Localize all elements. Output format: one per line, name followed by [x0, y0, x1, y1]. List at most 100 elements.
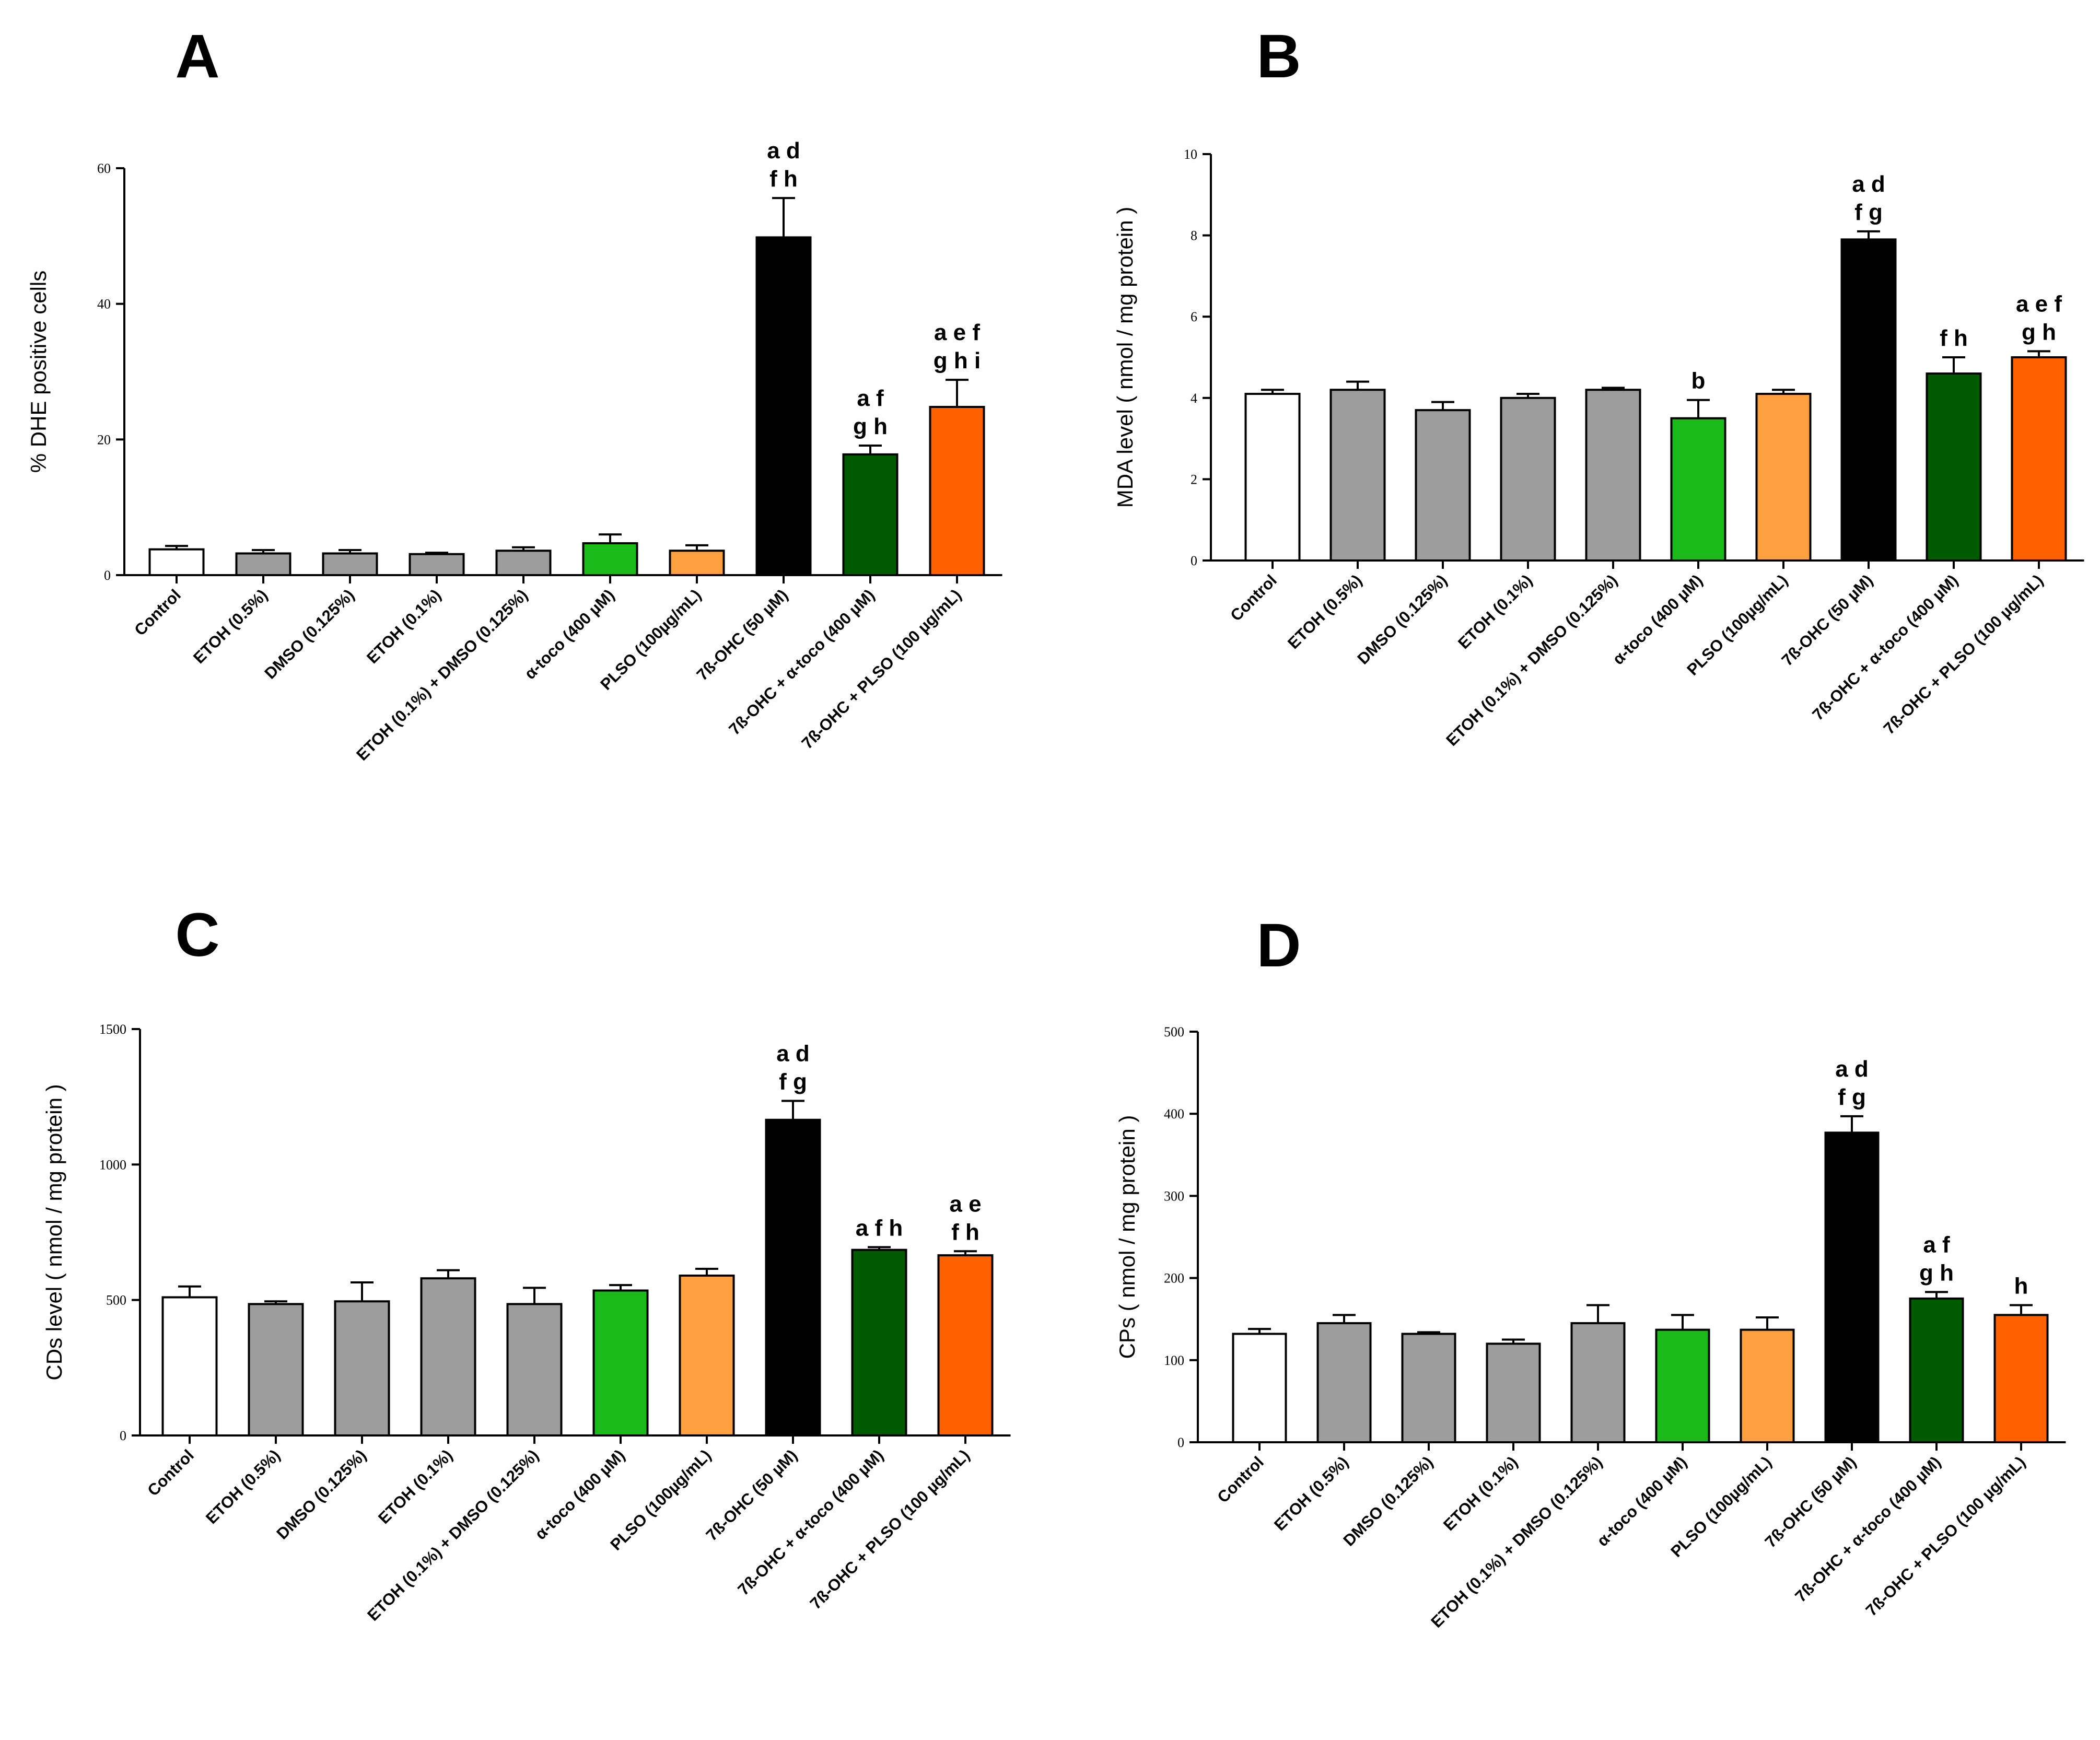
- significance-label: a d: [767, 138, 800, 164]
- y-axis-label: MDA level ( nmol / mg protein ): [1113, 207, 1137, 508]
- significance-label: a d: [1835, 1056, 1869, 1082]
- bar: [929, 406, 985, 576]
- x-tick-label: DMSO (0.125%): [1339, 1453, 1437, 1550]
- x-tick-label: ETOH (0.5%): [1284, 571, 1366, 652]
- significance-label: b: [1691, 368, 1706, 394]
- y-tick-label: 0: [120, 1428, 126, 1443]
- panel-letter: D: [1256, 911, 1301, 980]
- bar: [851, 1248, 907, 1437]
- x-tick-label: 7ß-OHC (50 µM): [1778, 571, 1876, 669]
- x-tick-label: α-toco (400 µM): [531, 1446, 628, 1543]
- y-tick-label: 60: [97, 161, 111, 176]
- significance-label: a e: [949, 1191, 981, 1217]
- x-tick-label: 7ß-OHC (50 µM): [1761, 1453, 1860, 1551]
- bar: [2011, 356, 2067, 562]
- x-tick-label: 7ß-OHC + PLSO (100 µg/mL): [807, 1446, 973, 1613]
- y-tick-label: 1000: [99, 1157, 126, 1172]
- y-tick-label: 20: [97, 432, 111, 447]
- significance-label: f h: [769, 166, 798, 192]
- bar: [842, 453, 899, 576]
- significance-label: g h: [1919, 1260, 1954, 1286]
- panel-letter: C: [175, 901, 219, 970]
- x-tick-label: α-toco (400 µM): [521, 586, 618, 683]
- x-tick-label: 7ß-OHC + PLSO (100 µg/mL): [1862, 1453, 2029, 1619]
- significance-label: g h i: [934, 348, 981, 373]
- x-tick-label: ETOH (0.1%) + DMSO (0.125%): [1442, 571, 1621, 750]
- bar: [420, 1277, 476, 1437]
- y-tick-label: 10: [1184, 147, 1197, 162]
- y-tick-label: 6: [1191, 309, 1197, 324]
- x-tick-label: Control: [1227, 571, 1280, 625]
- panel-b: B MDA level ( nmol / mg protein ) 0 2 4 6 8 10 C…: [1113, 22, 2084, 750]
- bar: [148, 548, 205, 576]
- y-tick-label: 8: [1191, 228, 1197, 243]
- significance-label: a e f: [2016, 291, 2062, 317]
- bar: [755, 236, 812, 576]
- bar: [1316, 1322, 1372, 1444]
- y-tick-label: 40: [97, 297, 111, 312]
- bar: [334, 1300, 390, 1437]
- x-tick-label: ETOH (0.1%): [1454, 571, 1536, 652]
- significance-label: g h: [2022, 319, 2056, 345]
- y-tick-label: 500: [1164, 1024, 1184, 1040]
- y-tick-label: 500: [106, 1293, 126, 1308]
- x-tick-label: ETOH (0.1%) + DMSO (0.125%): [353, 586, 531, 764]
- significance-label: a f h: [856, 1216, 903, 1241]
- bar: [1755, 393, 1812, 562]
- bar: [1585, 389, 1641, 562]
- x-tick-label: DMSO (0.125%): [1354, 571, 1451, 668]
- bar: [1824, 1131, 1880, 1443]
- bar: [1232, 1333, 1287, 1444]
- x-tick-label: ETOH (0.5%): [202, 1446, 284, 1527]
- bar: [1840, 238, 1897, 562]
- bar: [1570, 1322, 1626, 1444]
- bar: [1401, 1333, 1456, 1444]
- x-tick-label: ETOH (0.1%): [1440, 1453, 1521, 1534]
- bar: [1740, 1328, 1795, 1443]
- x-tick-label: 7ß-OHC + α-toco (400 µM): [725, 586, 878, 739]
- bar: [495, 550, 552, 577]
- bar: [1244, 393, 1301, 562]
- bar: [322, 552, 378, 577]
- y-tick-label: 100: [1164, 1353, 1184, 1368]
- significance-label: a d: [776, 1041, 810, 1066]
- significance-label: a e f: [934, 320, 980, 345]
- x-tick-label: 7ß-OHC (50 µM): [703, 1446, 801, 1544]
- x-tick-label: 7ß-OHC + α-toco (400 µM): [734, 1446, 887, 1599]
- bar: [1329, 389, 1386, 562]
- significance-label: a d: [1852, 171, 1885, 197]
- bar: [1670, 417, 1726, 562]
- bar: [679, 1274, 735, 1437]
- bar: [582, 542, 638, 577]
- panel-letter: B: [1256, 22, 1301, 91]
- x-tick-label: DMSO (0.125%): [261, 586, 358, 683]
- bar: [1500, 396, 1556, 562]
- significance-label: f h: [1940, 325, 1968, 351]
- bar: [592, 1289, 649, 1437]
- y-tick-label: 0: [104, 568, 111, 583]
- x-tick-label: ETOH (0.5%): [1270, 1453, 1352, 1534]
- panel-letter: A: [175, 22, 219, 91]
- x-tick-label: α-toco (400 µM): [1593, 1453, 1690, 1550]
- bar: [765, 1118, 821, 1437]
- x-tick-label: ETOH (0.1%): [375, 1446, 456, 1527]
- y-tick-label: 1500: [99, 1022, 126, 1037]
- x-tick-label: Control: [1214, 1453, 1267, 1507]
- y-tick-label: 0: [1191, 553, 1197, 568]
- y-axis-label: CDs level ( nmol / mg protein ): [42, 1084, 66, 1380]
- x-tick-label: Control: [131, 586, 184, 639]
- y-tick-label: 4: [1191, 391, 1197, 406]
- y-tick-label: 300: [1164, 1188, 1184, 1204]
- significance-label: f g: [779, 1069, 807, 1094]
- y-axis-label: CPs ( nmol / mg protein ): [1115, 1115, 1139, 1359]
- bar: [669, 550, 725, 577]
- x-tick-label: ETOH (0.1%) + DMSO (0.125%): [364, 1446, 542, 1625]
- x-tick-label: ETOH (0.1%) + DMSO (0.125%): [1427, 1453, 1606, 1631]
- x-tick-label: ETOH (0.1%): [363, 586, 445, 667]
- significance-label: h: [2014, 1273, 2028, 1299]
- y-tick-label: 0: [1177, 1435, 1184, 1450]
- bar: [1909, 1297, 1964, 1443]
- x-tick-label: DMSO (0.125%): [273, 1446, 370, 1543]
